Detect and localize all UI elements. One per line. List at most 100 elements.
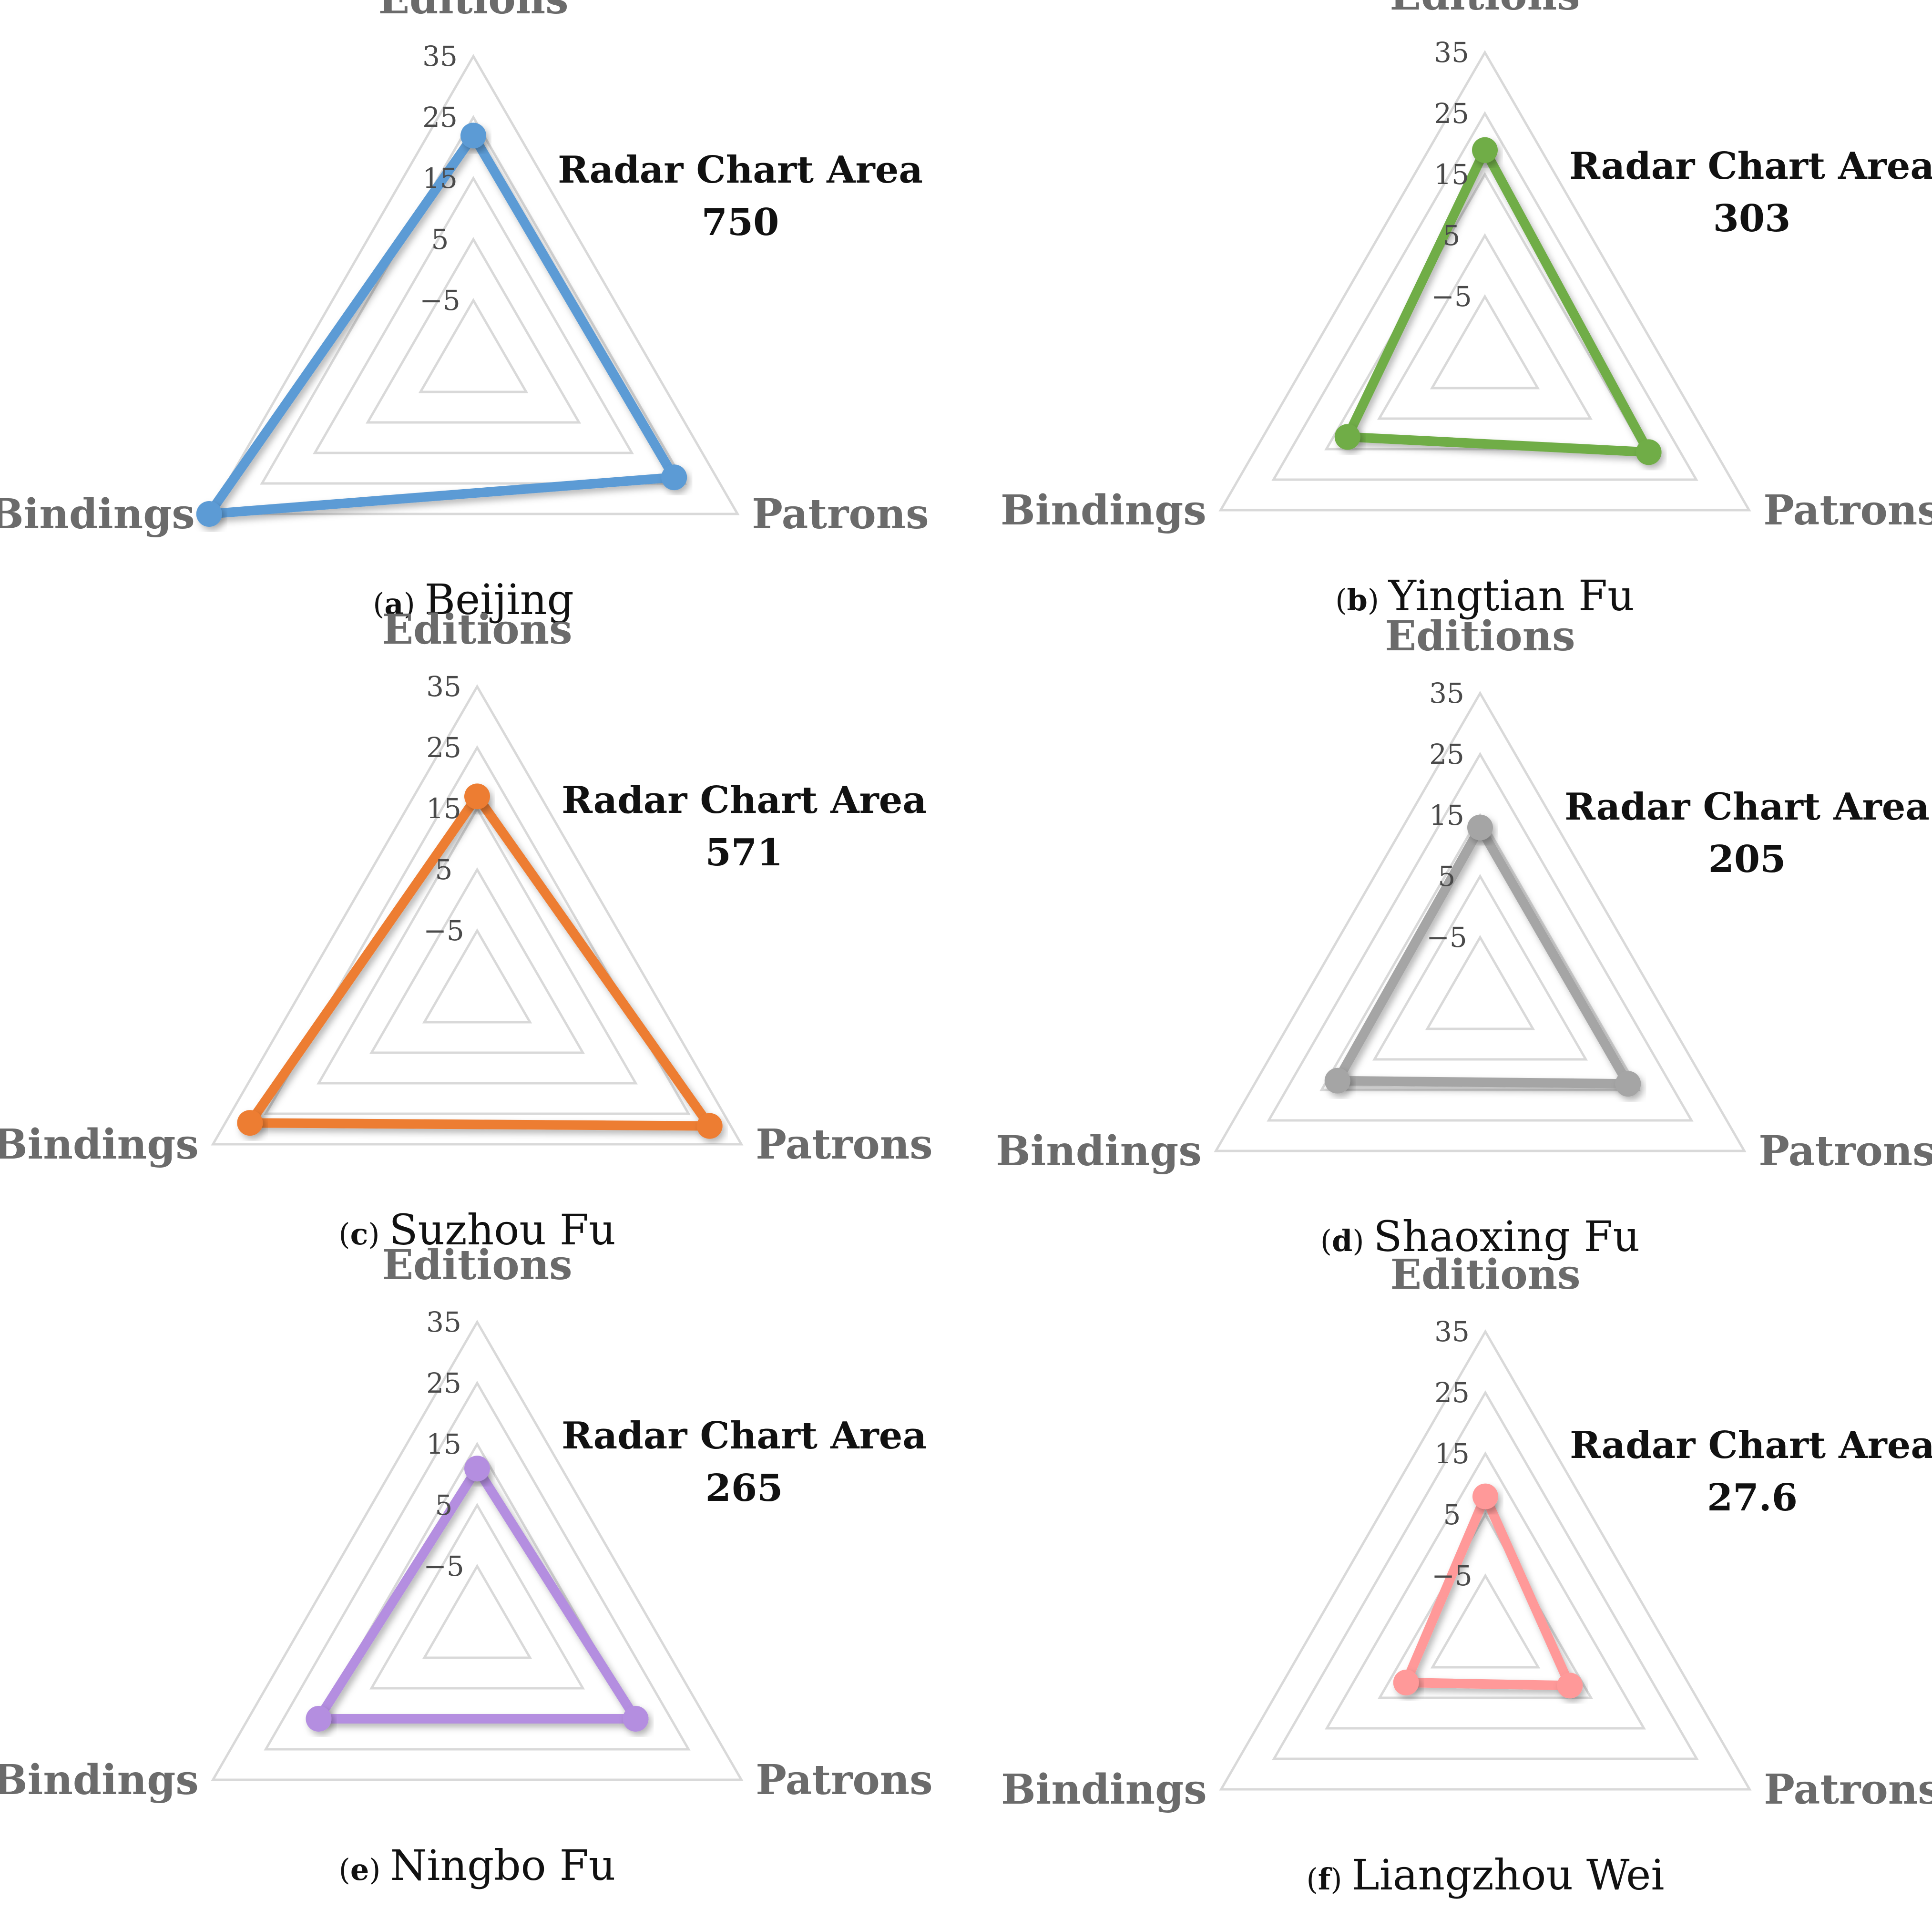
- grid-ring-2: [313, 175, 634, 454]
- caption-name: Yingtian Fu: [1388, 571, 1635, 620]
- grid-ring-0: [207, 53, 740, 515]
- grid-ring-1: [260, 115, 687, 485]
- data-point-editions: [1472, 137, 1498, 163]
- tick-label: 25: [1434, 97, 1469, 130]
- tick-label: 35: [422, 40, 458, 72]
- axis-label-bindings: Bindings: [996, 1127, 1202, 1175]
- tick-label: 5: [435, 853, 453, 886]
- tick-label: 15: [426, 1428, 461, 1460]
- data-point-editions: [464, 783, 490, 810]
- series-line: [1342, 145, 1654, 457]
- grid-ring-1: [1271, 111, 1698, 481]
- data-point-bindings: [1324, 1067, 1350, 1094]
- tick-label: 35: [1434, 1315, 1470, 1348]
- grid-ring-2: [1325, 1451, 1646, 1730]
- tick-label: −5: [1431, 1560, 1472, 1592]
- data-point-patrons: [1636, 439, 1662, 465]
- axis-label-editions: Editions: [1385, 612, 1575, 660]
- axis-label-patrons: Patrons: [1763, 486, 1932, 534]
- tick-label: 35: [426, 1306, 461, 1338]
- tick-label: 5: [435, 1489, 453, 1521]
- panel-caption: (c) Suzhou Fu: [338, 1205, 615, 1254]
- grid-ring-2: [1319, 812, 1641, 1091]
- axis-label-patrons: Patrons: [752, 490, 929, 538]
- tick-label: 35: [1429, 677, 1464, 709]
- axis-label-bindings: Bindings: [0, 490, 195, 538]
- grid-ring-2: [317, 806, 638, 1085]
- grid-ring-4: [1425, 935, 1535, 1030]
- caption-letter: c: [350, 1217, 368, 1252]
- caption-name: Liangzhou Wei: [1351, 1850, 1664, 1899]
- tick-label: 25: [1429, 738, 1464, 770]
- tick-label: 5: [431, 223, 449, 256]
- radar-panel-c: 35 25 15 5 −5 Editions Patrons Bindings Radar Ch…: [0, 606, 933, 1254]
- area-annotation-value: 27.6: [1707, 1476, 1798, 1519]
- axis-label-editions: Editions: [382, 1241, 572, 1289]
- panel-caption: (f) Liangzhou Wei: [1307, 1850, 1665, 1899]
- grid-ring-0: [211, 1319, 744, 1781]
- tick-label: 25: [422, 101, 458, 133]
- tick-label: 15: [426, 792, 461, 825]
- caption-name: Shaoxing Fu: [1373, 1212, 1640, 1261]
- radar-panel-a: 35 25 15 5 −5 Editions Patrons Bindings Radar Ch…: [0, 0, 929, 624]
- tick-label: 5: [1438, 860, 1456, 893]
- data-point-editions: [1472, 1483, 1498, 1509]
- caption-letter: e: [350, 1852, 369, 1887]
- series-line: [245, 791, 715, 1131]
- data-point-editions: [464, 1456, 490, 1482]
- grid-ring-3: [1372, 873, 1588, 1061]
- grid-ring-0: [1214, 691, 1747, 1152]
- data-point-patrons: [1557, 1673, 1583, 1699]
- tick-label: 35: [1434, 36, 1469, 69]
- axis-label-editions: Editions: [382, 606, 572, 654]
- data-point-patrons: [661, 464, 687, 491]
- tick-label: −5: [1431, 280, 1472, 313]
- grid-ring-3: [369, 867, 585, 1054]
- panel-caption: (b) Yingtian Fu: [1335, 571, 1635, 620]
- tick-label: 35: [426, 670, 461, 703]
- data-point-bindings: [1334, 424, 1360, 450]
- data-point-bindings: [237, 1110, 263, 1136]
- data-point-bindings: [196, 501, 222, 527]
- series-line: [314, 1464, 641, 1724]
- area-annotation-value: 205: [1708, 838, 1786, 881]
- caption-letter: f: [1318, 1862, 1332, 1897]
- tick-label: −5: [423, 914, 464, 947]
- radar-panel-d: 35 25 15 5 −5 Editions Patrons Bindings Radar Ch…: [996, 612, 1932, 1261]
- tick-label: 25: [426, 1367, 461, 1399]
- area-annotation-title: Radar Chart Area: [558, 148, 923, 192]
- radar-panel-f: 35 25 15 5 −5 Editions Patrons Bindings Radar Ch…: [1001, 1251, 1932, 1899]
- axis-label-patrons: Patrons: [756, 1756, 932, 1804]
- area-annotation-title: Radar Chart Area: [1570, 1424, 1932, 1467]
- axis-label-patrons: Patrons: [1764, 1765, 1932, 1814]
- tick-label: 15: [1434, 158, 1469, 191]
- data-point-patrons: [1615, 1071, 1641, 1097]
- caption-name: Ningbo Fu: [390, 1841, 615, 1890]
- tick-label: 25: [1434, 1376, 1470, 1409]
- series-line: [204, 131, 679, 519]
- axis-label-editions: Editions: [1390, 1251, 1580, 1299]
- grid-ring-3: [369, 1503, 585, 1690]
- area-annotation-value: 265: [705, 1467, 783, 1510]
- area-annotation-title: Radar Chart Area: [1564, 785, 1930, 829]
- axis-label-bindings: Bindings: [1001, 1765, 1207, 1814]
- radar-panel-e: 35 25 15 5 −5 Editions Patrons Bindings Radar Ch…: [0, 1241, 933, 1890]
- grid-ring-1: [264, 1381, 691, 1751]
- area-annotation-value: 303: [1713, 197, 1791, 240]
- area-annotation-value: 750: [702, 201, 779, 244]
- grid-ring-0: [1219, 1329, 1752, 1791]
- grid-ring-2: [317, 1441, 638, 1720]
- caption-letter: a: [384, 586, 403, 621]
- area-annotation-value: 571: [705, 831, 783, 874]
- area-annotation-title: Radar Chart Area: [1569, 144, 1932, 188]
- tick-label: 15: [1429, 799, 1464, 831]
- grid-ring-4: [1430, 294, 1540, 390]
- data-point-bindings: [1393, 1670, 1419, 1695]
- axis-label-patrons: Patrons: [1758, 1127, 1932, 1175]
- grid-ring-2: [1324, 172, 1646, 451]
- data-point-bindings: [306, 1706, 332, 1732]
- grid-ring-4: [422, 1563, 532, 1659]
- axis-label-bindings: Bindings: [0, 1756, 199, 1804]
- caption-name: Suzhou Fu: [389, 1205, 615, 1254]
